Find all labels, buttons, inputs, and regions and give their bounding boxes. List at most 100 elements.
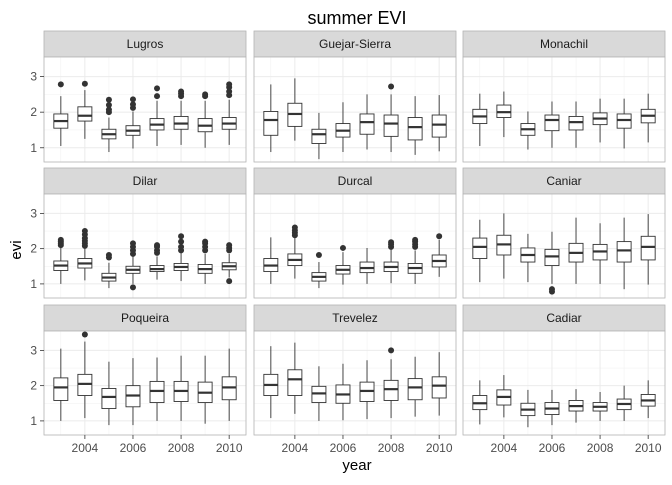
panel-border [462,56,666,163]
outlier-point [226,278,233,285]
box-iqr [431,114,447,138]
outlier-point [129,96,136,103]
y-tick-label: 2 [30,379,37,393]
outlier-point [81,80,88,87]
panel-background [44,57,246,162]
y-axis-title: evi [8,240,25,259]
outlier-point [291,224,298,231]
boxplot-box [101,361,117,426]
boxplot-box [592,98,608,143]
box-iqr [472,237,488,259]
box-iqr [101,388,117,410]
boxplot-box [640,93,656,143]
boxplot-box [263,346,279,419]
outlier-point [226,88,233,95]
box-iqr [616,241,632,263]
box-iqr [383,379,399,401]
boxplot-box [311,366,327,421]
outlier-point [388,239,395,246]
outlier-point [412,236,419,243]
box-iqr [77,106,93,122]
boxplot-box [197,355,213,424]
panel-border [462,193,666,299]
facet-panel: Durcal [253,167,457,299]
panel-border [253,330,457,436]
boxplot-box [77,228,93,281]
x-tick-label: 2010 [216,441,243,455]
boxplot-box [53,236,69,284]
boxplot-box [383,83,399,153]
x-tick-label: 2008 [168,441,195,455]
boxplot-box [287,78,303,141]
facet-strip-label: Monachil [540,37,588,51]
box-iqr [287,369,303,396]
panel-background [463,57,665,162]
facet-strip-label: Caniar [546,174,581,188]
outlier-point [129,284,136,291]
y-tick-label: 2 [30,242,37,256]
x-tick-label: 2008 [587,441,614,455]
panel-border [253,56,457,163]
boxplot-box [263,84,279,153]
facet-panel: Trevelez 2004 2006 2008 2010 [253,304,457,455]
boxplot-box [496,213,512,279]
outlier-point [388,347,395,354]
outlier-point [202,238,209,245]
outlier-point [129,101,136,108]
boxplot-box [53,348,69,421]
outlier-point [178,238,185,245]
boxplot-box [197,238,213,284]
boxplot-box [544,231,560,295]
boxplot-box [616,385,632,421]
boxplot-box [568,217,584,284]
boxplot-box [472,219,488,283]
panel-background [254,194,456,298]
outlier-point [154,93,161,100]
outlier-point [105,106,112,113]
outlier-point [105,102,112,109]
facet-strip-label: Lugros [127,37,164,51]
box-iqr [407,378,423,401]
facet-strip [43,30,247,58]
x-tick-label: 2006 [539,441,566,455]
boxplot-box [263,237,279,284]
boxplot-box [407,96,423,155]
x-tick-label: 2008 [378,441,405,455]
facet-panel: Lugros 1 2 3 [30,30,247,163]
boxplot-box [311,251,327,289]
boxplot-box [544,389,560,426]
boxplot-box [496,375,512,418]
x-tick-label: 2010 [426,441,453,455]
facet-strip [462,167,666,195]
boxplot-box [149,242,165,280]
facet-strip-label: Guejar-Sierra [319,37,391,51]
y-tick-label: 3 [30,70,37,84]
x-axis-title: year [342,457,371,474]
boxplot-box [383,239,399,284]
panel-background [254,331,456,435]
box-iqr [383,114,399,137]
box-iqr [431,376,447,399]
facet-panel: Monachil [462,30,666,163]
facet-strip-label: Cadiar [546,311,581,325]
boxplot-box [125,96,141,149]
box-iqr [53,377,69,401]
y-tick-label: 2 [30,105,37,119]
facet-strip [43,304,247,332]
outlier-point [339,244,346,251]
boxplot-box [77,80,93,139]
panel-background [463,331,665,435]
x-tick-label: 2004 [491,441,518,455]
outlier-point [178,88,185,95]
boxplot-box [287,224,303,279]
outlier-point [178,233,185,240]
y-tick-label: 1 [30,277,37,291]
outlier-point [105,251,112,258]
boxplot-box [431,233,447,277]
outlier-point [202,91,209,98]
facet-strip [462,30,666,58]
boxplot-box [359,247,375,284]
boxplot-box [125,240,141,291]
panel-border [253,193,457,299]
